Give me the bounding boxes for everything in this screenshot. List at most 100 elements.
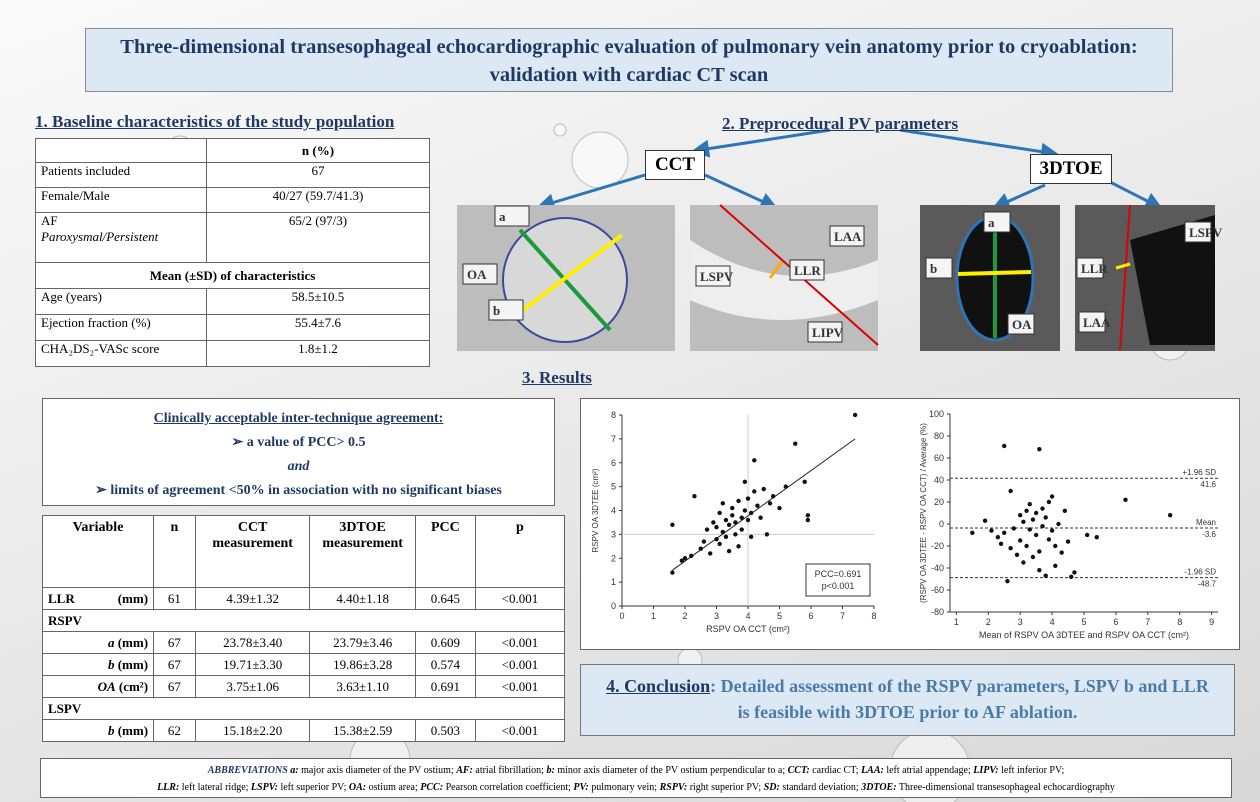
data-point xyxy=(1069,575,1073,579)
y-tick-label: -80 xyxy=(931,607,944,617)
abbr-def: left inferior PV; xyxy=(1001,765,1064,776)
data-point xyxy=(1085,533,1089,537)
abbr-def: ostium area; xyxy=(369,782,418,793)
y-axis-label: (RSPV OA 3DTEE - RSPV OA CCT) / Average … xyxy=(919,423,928,603)
data-point xyxy=(705,527,709,531)
x-tick-label: 5 xyxy=(777,611,782,621)
y-tick-label: 100 xyxy=(929,409,944,419)
chart: 012345678012345678RSPV OA CCT (cm²)RSPV … xyxy=(591,410,877,634)
x-tick-label: 0 xyxy=(619,611,624,621)
y-axis-label: RSPV OA 3DTEE (cm²) xyxy=(591,468,600,552)
abbr-def: major axis diameter of the PV ostium; xyxy=(301,765,454,776)
x-tick-label: 8 xyxy=(1177,617,1182,627)
data-point xyxy=(1002,531,1006,535)
data-point xyxy=(727,523,731,527)
limit-value: -3.6 xyxy=(1202,530,1216,539)
abbr-term: PV: xyxy=(573,782,588,793)
data-point xyxy=(689,554,693,558)
y-tick-label: 8 xyxy=(611,410,616,420)
abbr-def: Pearson correlation coefficient; xyxy=(446,782,571,793)
data-point xyxy=(733,532,737,536)
data-point xyxy=(1123,498,1127,502)
abbr-term: LIPV: xyxy=(973,765,998,776)
y-tick-label: 80 xyxy=(934,431,944,441)
x-tick-label: 7 xyxy=(840,611,845,621)
data-point xyxy=(1168,513,1172,517)
abbr-term: LLR: xyxy=(157,782,179,793)
data-point xyxy=(803,480,807,484)
data-point xyxy=(1037,568,1041,572)
data-point xyxy=(806,513,810,517)
data-point xyxy=(1037,549,1041,553)
abbreviations-label: ABBREVIATIONS xyxy=(208,765,288,776)
data-point xyxy=(1024,544,1028,548)
x-tick-label: 3 xyxy=(714,611,719,621)
x-tick-label: 2 xyxy=(682,611,687,621)
data-point xyxy=(989,528,993,532)
conclusion-heading: 4. Conclusion xyxy=(606,676,710,696)
data-point xyxy=(755,504,759,508)
x-tick-label: 1 xyxy=(651,611,656,621)
data-point xyxy=(683,556,687,560)
x-tick-label: 6 xyxy=(1113,617,1118,627)
x-tick-label: 4 xyxy=(745,611,750,621)
y-tick-label: 20 xyxy=(934,497,944,507)
data-point xyxy=(777,506,781,510)
data-point xyxy=(717,511,721,515)
data-point xyxy=(1050,494,1054,498)
abbr-def: pulmonary vein; xyxy=(591,782,657,793)
data-point xyxy=(736,499,740,503)
data-point xyxy=(730,506,734,510)
data-point xyxy=(1018,538,1022,542)
limit-label: -1.96 SD xyxy=(1184,568,1216,577)
data-point xyxy=(714,525,718,529)
data-point xyxy=(1005,579,1009,583)
abbr-def: cardiac CT; xyxy=(812,765,858,776)
data-point xyxy=(670,570,674,574)
abbreviations-box: ABBREVIATIONS a: major axis diameter of … xyxy=(40,758,1232,798)
data-point xyxy=(970,531,974,535)
y-tick-label: 5 xyxy=(611,482,616,492)
y-tick-label: 60 xyxy=(934,453,944,463)
x-tick-label: 5 xyxy=(1081,617,1086,627)
limit-value: -48.7 xyxy=(1198,580,1217,589)
y-tick-label: 4 xyxy=(611,506,616,516)
data-point xyxy=(1063,509,1067,513)
data-point xyxy=(1034,511,1038,515)
data-point xyxy=(1015,553,1019,557)
data-point xyxy=(1008,489,1012,493)
data-point xyxy=(740,527,744,531)
data-point xyxy=(1050,528,1054,532)
data-point xyxy=(724,535,728,539)
abbr-def: left atrial appendage; xyxy=(886,765,970,776)
abbr-term: a: xyxy=(290,765,298,776)
annotation: PCC=0.691 xyxy=(815,569,862,579)
abbr-def: minor axis diameter of the PV ostium per… xyxy=(557,765,785,776)
data-point xyxy=(1059,550,1063,554)
data-point xyxy=(1040,524,1044,528)
data-point xyxy=(1021,560,1025,564)
abbr-term: 3DTOE: xyxy=(861,782,896,793)
data-point xyxy=(1002,444,1006,448)
x-tick-label: 3 xyxy=(1018,617,1023,627)
data-point xyxy=(853,413,857,417)
abbreviations-line: LLR: left lateral ridge; LSPV: left supe… xyxy=(41,779,1231,796)
data-point xyxy=(793,441,797,445)
y-tick-label: 6 xyxy=(611,458,616,468)
data-point xyxy=(1053,564,1057,568)
data-point xyxy=(746,496,750,500)
data-point xyxy=(1012,526,1016,530)
data-point xyxy=(1031,517,1035,521)
data-point xyxy=(702,539,706,543)
data-point xyxy=(771,494,775,498)
limit-value: 41.6 xyxy=(1200,480,1216,489)
abbr-def: left superior PV; xyxy=(280,782,346,793)
data-point xyxy=(806,518,810,522)
data-point xyxy=(752,458,756,462)
data-point xyxy=(752,489,756,493)
abbr-def: atrial fibrillation; xyxy=(475,765,544,776)
data-point xyxy=(1044,515,1048,519)
abbr-term: OA: xyxy=(349,782,366,793)
data-point xyxy=(1072,570,1076,574)
data-point xyxy=(1044,574,1048,578)
